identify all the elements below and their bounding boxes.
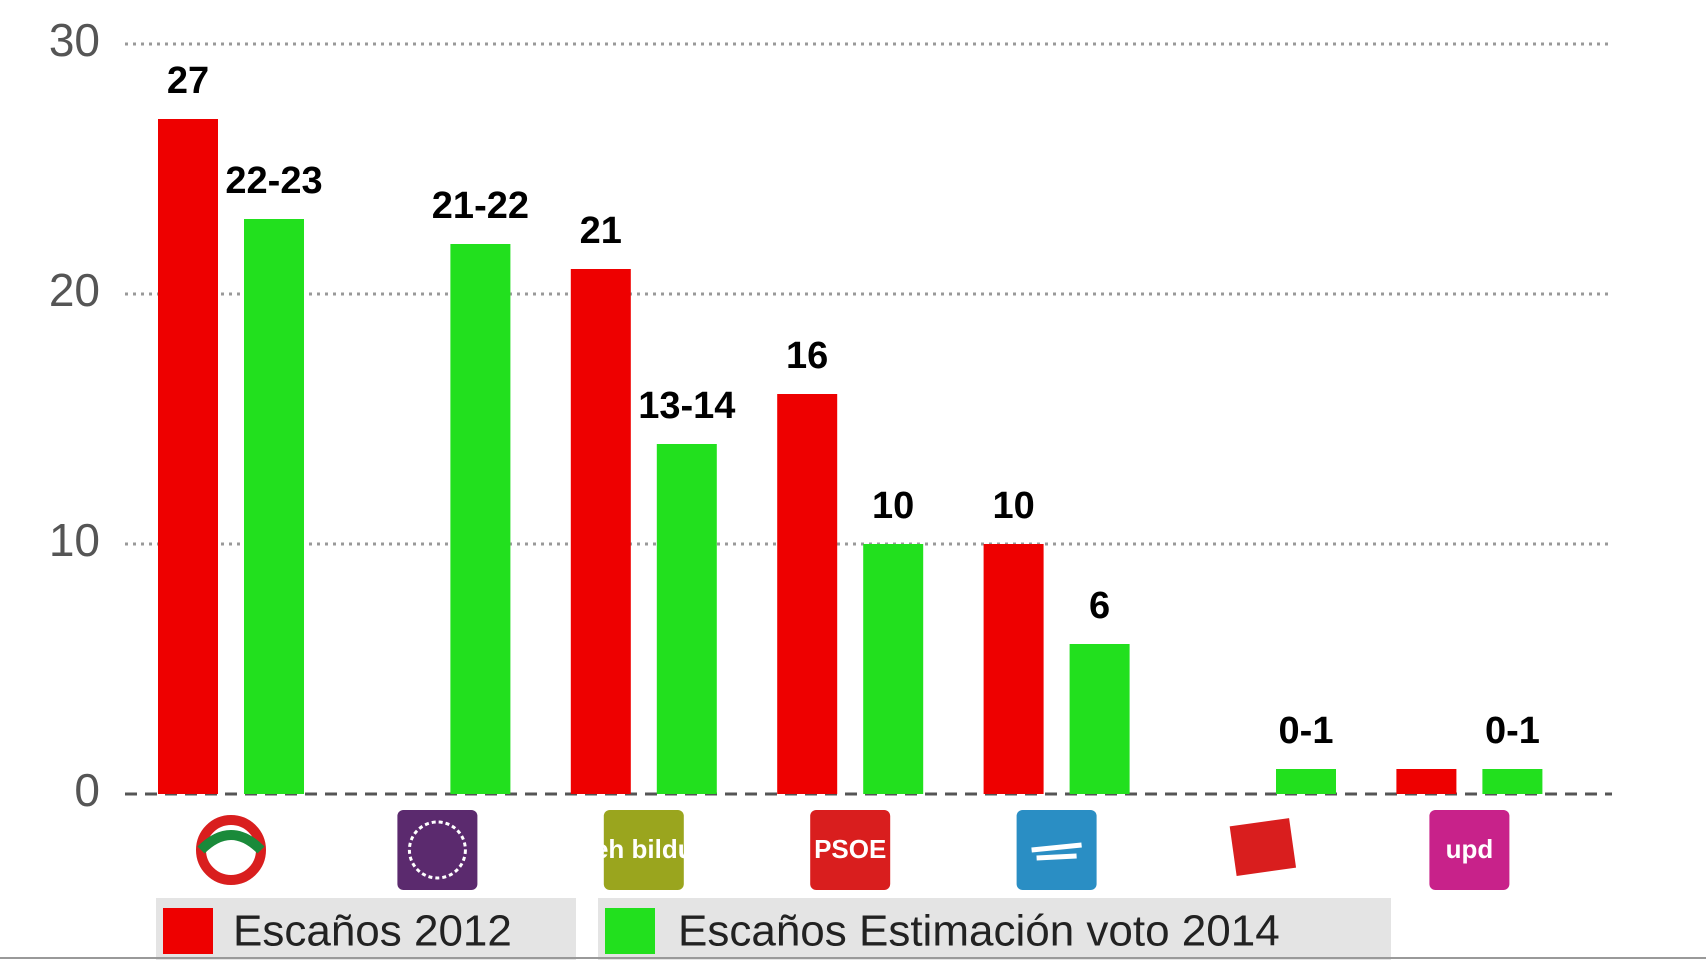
legend-label: Escaños Estimación voto 2014 xyxy=(678,907,1280,956)
bar xyxy=(158,119,218,794)
x-tick-label: eh bildu xyxy=(594,834,694,864)
logo-bird xyxy=(1031,842,1082,861)
x-tick-label: PSOE xyxy=(814,834,886,864)
value-label: 0-1 xyxy=(1485,710,1540,752)
legend-box xyxy=(598,898,1391,960)
value-label: 27 xyxy=(167,60,209,102)
legend-swatch xyxy=(163,908,213,954)
bar xyxy=(983,544,1044,794)
bar xyxy=(1482,769,1543,794)
legend-label: Escaños 2012 xyxy=(233,907,512,956)
y-tick-label: 10 xyxy=(49,514,100,566)
x-tick-label: upd xyxy=(1446,834,1494,864)
value-label: 10 xyxy=(872,485,914,527)
bar xyxy=(1396,769,1457,794)
party-logo xyxy=(603,810,684,890)
legend-swatch xyxy=(605,908,655,954)
bar xyxy=(450,244,511,794)
bar xyxy=(863,544,924,794)
value-label: 21 xyxy=(580,210,622,252)
party-logo xyxy=(1429,810,1510,890)
value-label: 10 xyxy=(992,485,1034,527)
value-label: 21-22 xyxy=(432,185,529,227)
bar xyxy=(1276,769,1336,794)
value-label: 16 xyxy=(786,335,828,377)
bar xyxy=(656,444,717,794)
value-label: 6 xyxy=(1089,585,1110,627)
logo-iu xyxy=(1229,818,1297,876)
bar xyxy=(777,394,838,794)
value-label: 22-23 xyxy=(225,160,322,202)
logo-ring xyxy=(407,820,467,880)
logo-swirl xyxy=(197,830,265,854)
legend-box xyxy=(156,898,576,960)
y-tick-label: 30 xyxy=(49,14,100,66)
bar xyxy=(1069,644,1130,794)
bar xyxy=(244,219,304,794)
bar xyxy=(570,269,631,794)
value-label: 13-14 xyxy=(638,385,735,427)
y-tick-label: 0 xyxy=(74,764,100,816)
y-tick-label: 20 xyxy=(49,264,100,316)
value-label: 0-1 xyxy=(1279,710,1334,752)
party-logo xyxy=(810,810,891,890)
